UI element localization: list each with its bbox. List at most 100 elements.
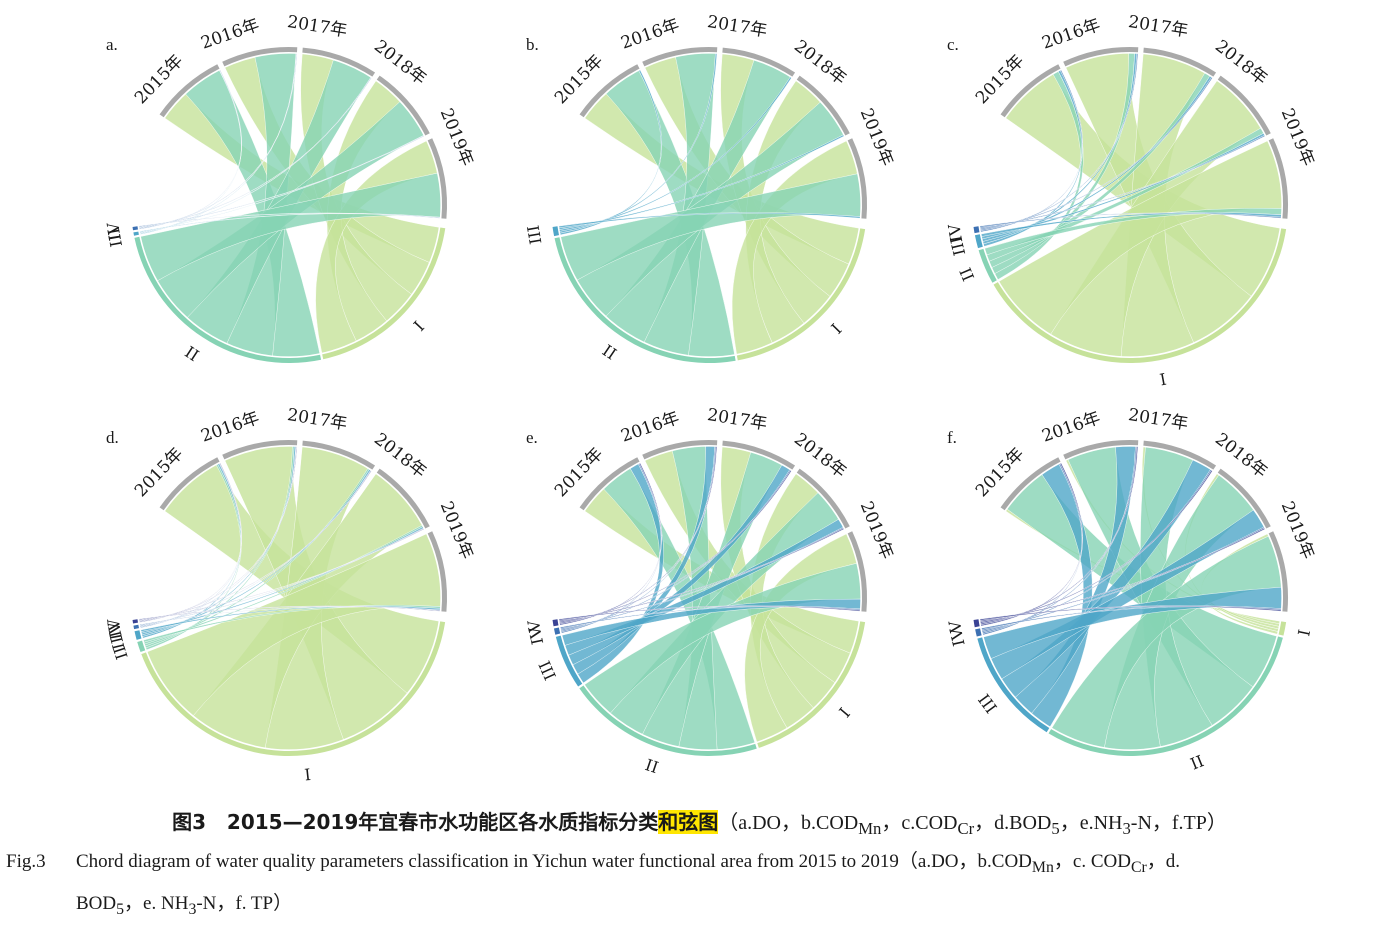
class-arc-III	[555, 635, 583, 687]
inner-ring	[977, 445, 1283, 751]
panel-label-a: a.	[106, 35, 118, 54]
caption-en-fig-number: Fig.3	[6, 851, 46, 872]
year-label-4: 2019年	[856, 499, 897, 562]
class-arc-II	[1048, 636, 1283, 757]
year-label-1: 2016年	[1039, 408, 1102, 447]
class-arc-IV	[132, 226, 138, 231]
caption-cn-sub1: Mn	[858, 819, 882, 838]
class-arc-III	[977, 637, 1050, 733]
class-label-II: II	[1187, 751, 1206, 773]
year-arc-2	[302, 440, 376, 470]
class-label-IV: IV	[103, 221, 125, 242]
year-arc-4	[847, 531, 868, 612]
inner-ring	[556, 52, 862, 358]
year-arc-0	[1000, 457, 1061, 511]
inner-ring	[136, 52, 442, 358]
year-arc-4	[1268, 531, 1288, 612]
class-arc-II	[579, 685, 757, 756]
class-label-III: III	[975, 690, 1002, 717]
class-arc-III	[974, 234, 983, 249]
class-arc-IV	[973, 226, 980, 234]
inner-ring	[977, 52, 1283, 358]
class-label-II: II	[110, 644, 132, 662]
caption-cn-p5: -N，f.TP）	[1130, 812, 1227, 834]
class-arc-IV	[553, 627, 561, 635]
caption-chinese: 图3 2015—2019年宜春市水功能区各水质指标分类和弦图（a.DO，b.CO…	[0, 806, 1399, 839]
year-arc-0	[159, 457, 220, 511]
class-label-IV: IV	[104, 620, 126, 642]
class-label-IV: IV	[946, 626, 969, 648]
year-arc-2	[722, 47, 796, 77]
year-arc-3	[376, 75, 430, 136]
class-label-I: I	[409, 317, 427, 335]
year-label-4: 2019年	[1277, 499, 1318, 562]
year-label-1: 2016年	[1039, 15, 1102, 54]
year-label-1: 2016年	[618, 15, 681, 54]
year-arc-4	[1268, 138, 1288, 219]
year-label-2: 2017年	[1127, 12, 1190, 41]
caption-cn-p2: ，c.COD	[881, 812, 958, 834]
year-label-4: 2019年	[1277, 106, 1318, 169]
class-arc-V	[973, 619, 980, 628]
year-arc-4	[427, 138, 447, 219]
year-arc-1	[222, 440, 298, 460]
class-label-III: III	[946, 235, 969, 258]
caption-english: Fig.3 Chord diagram of water quality para…	[6, 844, 1396, 928]
class-arc-V	[132, 619, 139, 624]
caption-cn-sub2: Cr	[957, 819, 975, 838]
year-arc-3	[376, 468, 430, 529]
caption-cn-params: （a.DO，b.CODMn，c.CODCr，d.BOD5，e.NH3-N，f.T…	[718, 812, 1227, 838]
year-label-1: 2016年	[198, 15, 261, 54]
class-label-I: I	[303, 764, 311, 784]
year-label-4: 2019年	[856, 106, 897, 169]
caption-en-l2a: BOD	[76, 892, 117, 914]
year-label-2: 2017年	[286, 405, 349, 434]
class-arc-V	[552, 619, 559, 627]
class-label-IV: IV	[525, 624, 547, 646]
panel-label-c: c.	[947, 35, 959, 54]
year-label-2: 2017年	[286, 12, 349, 41]
year-arc-3	[1217, 468, 1271, 529]
class-label-IV: IV	[944, 222, 966, 243]
panel-label-b: b.	[526, 35, 539, 54]
caption-cn-highlight: 和弦图	[658, 810, 719, 834]
caption-cn-title: 2015—2019年宜春市水功能区各水质指标分类	[226, 810, 659, 834]
caption-cn-p1: （a.DO，b.COD	[718, 812, 859, 834]
caption-en-l1b: ，c. COD	[1053, 851, 1131, 872]
class-label-V: V	[945, 619, 966, 635]
caption-en-sub3: 5	[116, 900, 125, 918]
year-arc-3	[1217, 75, 1271, 136]
class-label-I: I	[835, 704, 854, 721]
year-arc-1	[222, 47, 298, 67]
caption-cn-sub4: 3	[1122, 819, 1131, 838]
chord-diagram-figure: 2015年 2016年 2017年 2018年 2019年 I II III IV a. 2015年…	[103, 12, 1318, 784]
year-label-1: 2016年	[198, 408, 261, 447]
class-arc-I	[1278, 621, 1287, 636]
class-label-III: III	[524, 224, 546, 246]
caption-cn-sub3: 5	[1051, 819, 1060, 838]
year-arc-1	[642, 439, 718, 460]
caption-en-sub2: Cr	[1130, 858, 1147, 876]
class-label-III: III	[535, 658, 560, 683]
year-arc-0	[1000, 64, 1061, 118]
year-label-2: 2017年	[706, 405, 769, 434]
class-label-II: II	[599, 340, 620, 363]
caption-en-l1c: ，d.	[1146, 851, 1181, 872]
year-arc-1	[642, 47, 718, 67]
caption-en-sub4: 3	[188, 900, 197, 918]
year-label-1: 2016年	[618, 408, 681, 447]
class-label-V: V	[524, 619, 545, 635]
class-arc-IV	[133, 624, 139, 630]
class-label-II: II	[182, 342, 203, 365]
year-label-4: 2019年	[436, 106, 477, 169]
class-label-II: II	[643, 755, 661, 777]
class-label-I: I	[827, 319, 845, 337]
year-arc-3	[796, 468, 850, 529]
caption-cn-p3: ，d.BOD	[974, 812, 1052, 834]
